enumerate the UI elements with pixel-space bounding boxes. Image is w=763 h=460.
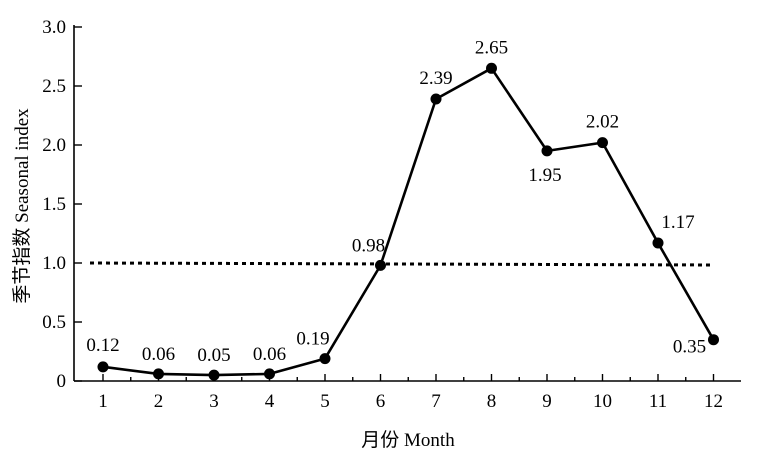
x-tick-label: 8 [487, 391, 497, 412]
data-labels-layer: 0.12 0.06 0.05 0.06 0.19 0.98 2.39 2.65 1.95 2.02… [86, 37, 706, 366]
data-label: 0.12 [86, 335, 119, 356]
data-point [486, 62, 497, 74]
x-tick-label: 2 [154, 391, 164, 412]
data-point [597, 137, 608, 149]
data-label: 2.39 [419, 68, 452, 89]
x-tick-label: 5 [320, 391, 330, 412]
data-label: 2.02 [586, 112, 619, 133]
y-tick-label: 2.0 [42, 135, 66, 156]
y-tick-label: 1.0 [42, 253, 66, 274]
x-tick-label: 12 [704, 391, 723, 412]
y-tick-label: 3.0 [42, 17, 66, 38]
series-layer [97, 62, 719, 381]
x-tick-label: 9 [542, 391, 552, 412]
y-tick-label: 2.5 [42, 76, 66, 97]
data-label: 0.19 [296, 329, 329, 350]
y-tick-label: 1.5 [42, 194, 66, 215]
data-label: 2.65 [475, 37, 508, 58]
x-tick-label: 11 [649, 391, 667, 412]
data-point [652, 237, 664, 249]
reference-line [89, 261, 714, 267]
reference-line-layer [89, 261, 714, 267]
data-point [264, 368, 275, 380]
x-tick-label: 3 [209, 391, 219, 412]
x-tick-label: 1 [98, 391, 108, 412]
data-label: 0.35 [673, 337, 706, 358]
data-label: 0.06 [253, 344, 286, 365]
data-point [153, 368, 164, 380]
axes-layer: 00.51.01.52.02.53.01 2 3 4 5 6 7 8 9 10 11 12 [42, 17, 741, 412]
y-axis-title: 季节指数 Seasonal index [11, 108, 33, 304]
data-point [319, 353, 331, 365]
data-point [97, 361, 109, 373]
series-line [102, 67, 715, 377]
x-axis-title: 月份 Month [361, 429, 455, 451]
x-tick-label: 6 [376, 391, 386, 412]
data-label: 1.95 [528, 165, 561, 186]
x-tick-label: 10 [593, 391, 612, 412]
data-label: 0.98 [352, 235, 385, 256]
x-tick-label: 7 [431, 391, 441, 412]
x-tick-label: 4 [265, 391, 275, 412]
data-label: 0.05 [197, 345, 230, 366]
y-tick-label: 0.5 [42, 312, 66, 333]
data-point [208, 369, 220, 381]
y-tick-label: 0 [57, 371, 67, 392]
data-point [430, 93, 442, 105]
data-point [375, 259, 386, 271]
data-point [708, 334, 719, 346]
data-point [541, 145, 553, 157]
data-label: 1.17 [661, 212, 694, 233]
data-label: 0.06 [142, 344, 175, 365]
